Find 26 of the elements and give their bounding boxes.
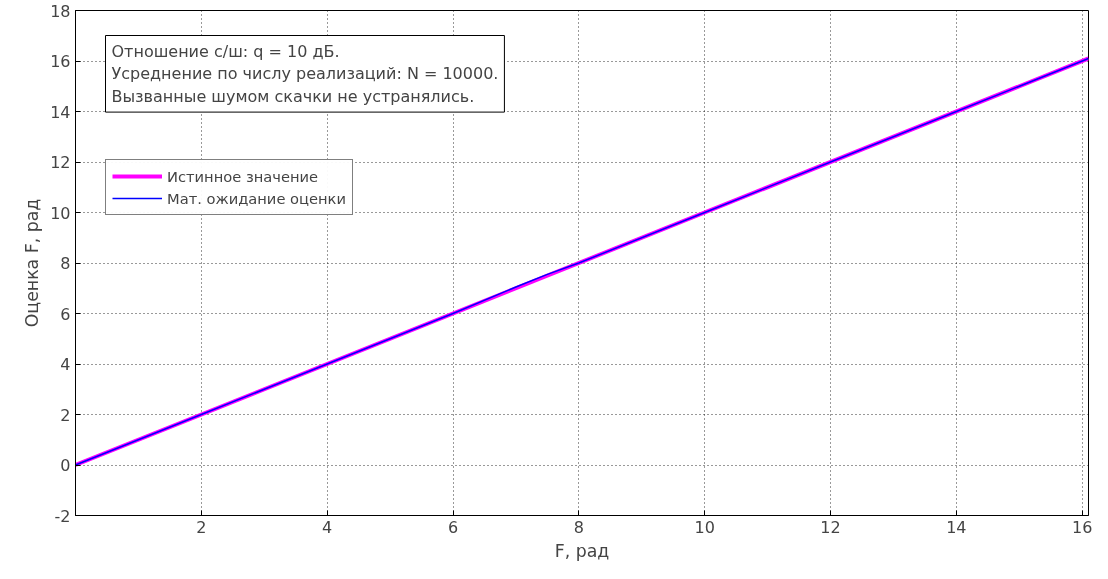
y-tick-label: 12	[50, 153, 71, 172]
x-tick-label: 8	[573, 517, 584, 537]
y-tick-label: 2	[60, 405, 71, 425]
y-tick-label: 6	[60, 304, 71, 324]
annotation: Вызванные шумом скачки не устранялись.	[111, 87, 475, 107]
x-tick-label: 10	[694, 517, 715, 537]
x-tick-label: 16	[1072, 517, 1093, 537]
x-tick-label: 4	[322, 517, 333, 537]
legend-label: Истинное значение	[167, 167, 319, 185]
x-axis-title: F, рад	[554, 540, 610, 561]
annotation: Усреднение по числу реализаций: N = 10000.	[111, 64, 499, 84]
y-tick-label: 16	[50, 52, 71, 71]
x-tick-label: 12	[820, 517, 841, 537]
x-tick-label: 6	[447, 517, 459, 537]
annotation: Отношение с/ш: q = 10 дБ.	[111, 41, 340, 61]
y-axis-title: Оценка F, рад	[22, 198, 43, 328]
x-tick-label: 14	[946, 517, 967, 537]
x-tick-label: 2	[196, 517, 207, 537]
y-tick-label: 18	[50, 1, 71, 21]
legend-label: Мат. ожидание оценки	[167, 189, 346, 207]
y-tick-label: 8	[60, 254, 71, 273]
y-tick-label: 4	[60, 355, 71, 374]
y-tick-label: -2	[54, 506, 71, 526]
y-tick-label: 0	[60, 456, 71, 475]
y-tick-label: 14	[50, 102, 71, 122]
y-tick-label: 10	[50, 203, 71, 223]
